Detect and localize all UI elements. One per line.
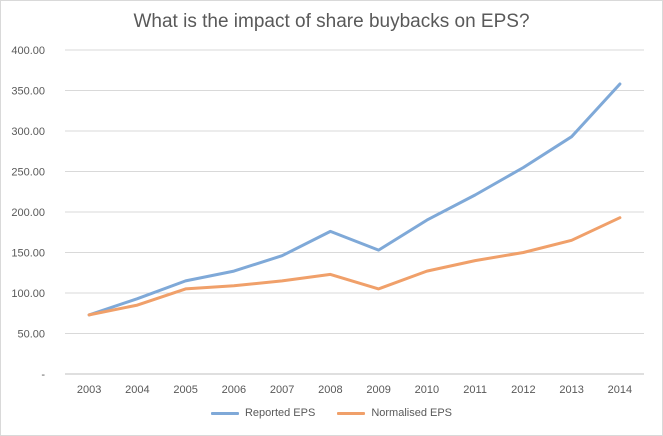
x-tick-label: 2009 — [366, 384, 390, 396]
chart-title: What is the impact of share buybacks on … — [133, 11, 530, 32]
legend: Reported EPS Normalised EPS — [1, 407, 662, 419]
legend-label: Normalised EPS — [371, 407, 453, 419]
y-tick-label: 250.00 — [11, 167, 45, 179]
x-axis-tick-labels: 2003 2004 2005 2006 2007 2008 2009 2010 2011 2012… — [77, 384, 632, 396]
legend-swatch — [210, 411, 239, 415]
series-line-normalised-eps — [87, 216, 622, 317]
y-axis-tick-labels: - 50.00 100.00 150.00 200.00 250.00 300.00 350.… — [11, 45, 45, 381]
y-tick-label: 150.00 — [11, 248, 45, 260]
grid-lines — [65, 49, 644, 334]
y-tick-label: 300.00 — [11, 126, 45, 138]
x-tick-label: 2005 — [173, 384, 197, 396]
legend-swatch — [337, 411, 366, 415]
legend-item: Normalised EPS — [337, 407, 452, 419]
y-tick-label: 200.00 — [11, 207, 45, 219]
x-tick-label: 2010 — [415, 384, 439, 396]
x-tick-label: 2011 — [463, 384, 487, 396]
y-tick-label: 400.00 — [11, 45, 45, 57]
y-tick-label: 350.00 — [11, 86, 45, 98]
series-line-reported-eps — [87, 82, 622, 317]
x-tick-label: 2013 — [559, 384, 583, 396]
x-tick-label: 2006 — [222, 384, 246, 396]
x-tick-label: 2004 — [125, 384, 149, 396]
x-tick-label: 2014 — [608, 384, 632, 396]
y-tick-label: 100.00 — [11, 288, 45, 300]
legend-label: Reported EPS — [244, 407, 316, 419]
legend-item: Reported EPS — [210, 407, 316, 419]
x-tick-label: 2003 — [77, 384, 101, 396]
y-tick-label: - — [41, 369, 45, 381]
y-tick-label: 50.00 — [17, 329, 45, 341]
x-tick-label: 2008 — [318, 384, 342, 396]
x-tick-label: 2012 — [511, 384, 535, 396]
x-tick-label: 2007 — [270, 384, 294, 396]
series-lines — [87, 82, 622, 317]
